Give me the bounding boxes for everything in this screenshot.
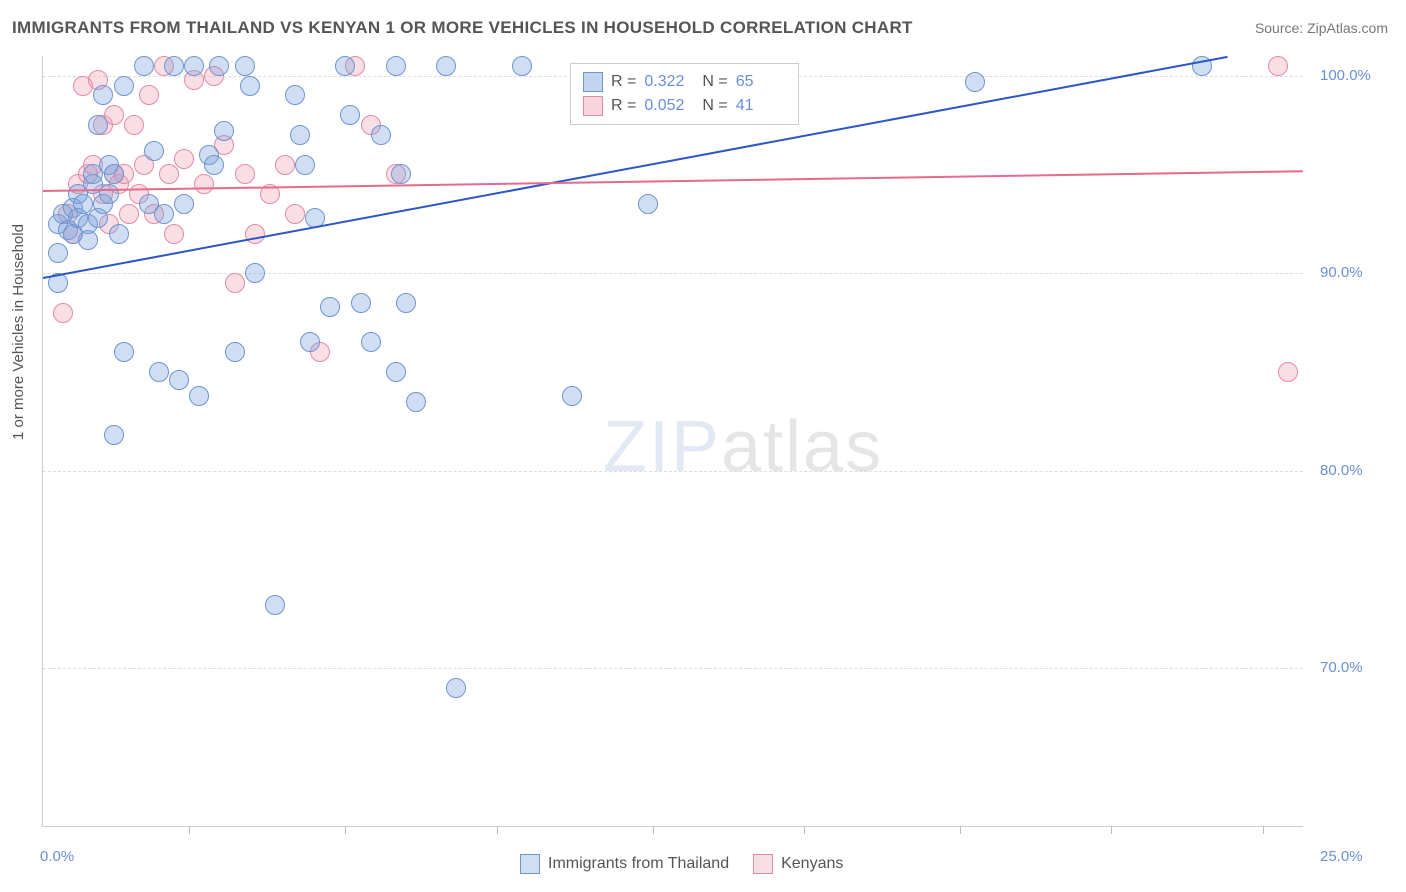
scatter-point-kenyan xyxy=(275,155,295,175)
stats-legend: R =0.322N =65R =0.052N =41 xyxy=(570,63,799,125)
legend-row: R =0.052N =41 xyxy=(583,94,786,118)
scatter-point-thailand xyxy=(320,297,340,317)
scatter-point-thailand xyxy=(562,386,582,406)
legend-swatch xyxy=(583,72,603,92)
scatter-point-kenyan xyxy=(164,224,184,244)
y-tick-label: 90.0% xyxy=(1320,264,1363,281)
legend-swatch xyxy=(520,854,540,874)
scatter-point-thailand xyxy=(295,155,315,175)
watermark-part2: atlas xyxy=(721,407,883,487)
y-tick-label: 70.0% xyxy=(1320,659,1363,676)
scatter-point-thailand xyxy=(164,56,184,76)
gridline xyxy=(43,471,1303,472)
legend-swatch xyxy=(583,96,603,116)
scatter-point-kenyan xyxy=(194,174,214,194)
scatter-point-thailand xyxy=(169,370,189,390)
scatter-point-kenyan xyxy=(119,204,139,224)
gridline xyxy=(43,668,1303,669)
x-tick xyxy=(345,826,346,834)
scatter-point-thailand xyxy=(48,243,68,263)
y-tick-label: 80.0% xyxy=(1320,462,1363,479)
chart-title: IMMIGRANTS FROM THAILAND VS KENYAN 1 OR … xyxy=(12,18,913,38)
scatter-point-kenyan xyxy=(53,303,73,323)
scatter-point-thailand xyxy=(340,105,360,125)
scatter-point-thailand xyxy=(446,678,466,698)
series-legend: Immigrants from Thailand Kenyans xyxy=(520,854,843,874)
scatter-point-thailand xyxy=(965,72,985,92)
scatter-point-kenyan xyxy=(174,149,194,169)
scatter-point-thailand xyxy=(114,76,134,96)
scatter-point-thailand xyxy=(109,224,129,244)
scatter-point-thailand xyxy=(265,595,285,615)
scatter-point-thailand xyxy=(235,56,255,76)
scatter-point-thailand xyxy=(114,342,134,362)
legend-label: Kenyans xyxy=(781,855,843,873)
scatter-point-thailand xyxy=(285,85,305,105)
legend-swatch xyxy=(753,854,773,874)
legend-row: R =0.322N =65 xyxy=(583,70,786,94)
scatter-point-thailand xyxy=(351,293,371,313)
legend-label: Immigrants from Thailand xyxy=(548,855,729,873)
scatter-point-thailand xyxy=(174,194,194,214)
scatter-point-thailand xyxy=(209,56,229,76)
scatter-point-kenyan xyxy=(1278,362,1298,382)
plot-area: ZIPatlas xyxy=(42,56,1303,827)
scatter-point-thailand xyxy=(396,293,416,313)
scatter-point-kenyan xyxy=(235,164,255,184)
scatter-point-thailand xyxy=(104,164,124,184)
scatter-point-thailand xyxy=(154,204,174,224)
chart-source: Source: ZipAtlas.com xyxy=(1255,20,1388,36)
scatter-point-thailand xyxy=(406,392,426,412)
x-tick xyxy=(1263,826,1264,834)
legend-item-thailand: Immigrants from Thailand xyxy=(520,854,729,874)
scatter-point-thailand xyxy=(300,332,320,352)
scatter-point-kenyan xyxy=(139,85,159,105)
x-tick xyxy=(1111,826,1112,834)
scatter-point-thailand xyxy=(214,121,234,141)
scatter-point-thailand xyxy=(144,141,164,161)
legend-item-kenyan: Kenyans xyxy=(753,854,843,874)
y-axis-label: 1 or more Vehicles in Household xyxy=(10,224,27,440)
scatter-point-thailand xyxy=(184,56,204,76)
chart-container: IMMIGRANTS FROM THAILAND VS KENYAN 1 OR … xyxy=(0,0,1406,892)
scatter-point-thailand xyxy=(245,263,265,283)
scatter-point-thailand xyxy=(386,362,406,382)
scatter-point-kenyan xyxy=(225,273,245,293)
scatter-point-kenyan xyxy=(159,164,179,184)
scatter-point-thailand xyxy=(391,164,411,184)
scatter-point-thailand xyxy=(436,56,456,76)
scatter-point-thailand xyxy=(134,56,154,76)
scatter-point-thailand xyxy=(371,125,391,145)
scatter-point-thailand xyxy=(225,342,245,362)
trendline-kenyan xyxy=(43,171,1303,193)
scatter-point-thailand xyxy=(361,332,381,352)
scatter-point-thailand xyxy=(290,125,310,145)
scatter-point-kenyan xyxy=(285,204,305,224)
x-tick xyxy=(653,826,654,834)
scatter-point-thailand xyxy=(93,85,113,105)
scatter-point-thailand xyxy=(512,56,532,76)
scatter-point-kenyan xyxy=(1268,56,1288,76)
scatter-point-thailand xyxy=(638,194,658,214)
scatter-point-thailand xyxy=(204,155,224,175)
y-tick-label: 100.0% xyxy=(1320,67,1371,84)
scatter-point-thailand xyxy=(78,230,98,250)
x-tick xyxy=(497,826,498,834)
watermark-part1: ZIP xyxy=(603,407,721,487)
x-tick xyxy=(960,826,961,834)
scatter-point-thailand xyxy=(240,76,260,96)
scatter-point-thailand xyxy=(335,56,355,76)
scatter-point-kenyan xyxy=(124,115,144,135)
x-tick xyxy=(189,826,190,834)
scatter-point-thailand xyxy=(149,362,169,382)
watermark: ZIPatlas xyxy=(603,406,883,488)
x-axis-label-max: 25.0% xyxy=(1320,848,1363,865)
x-tick xyxy=(804,826,805,834)
scatter-point-thailand xyxy=(386,56,406,76)
scatter-point-thailand xyxy=(189,386,209,406)
scatter-point-thailand xyxy=(104,425,124,445)
scatter-point-thailand xyxy=(99,184,119,204)
scatter-point-thailand xyxy=(88,115,108,135)
x-axis-label-min: 0.0% xyxy=(40,848,74,865)
